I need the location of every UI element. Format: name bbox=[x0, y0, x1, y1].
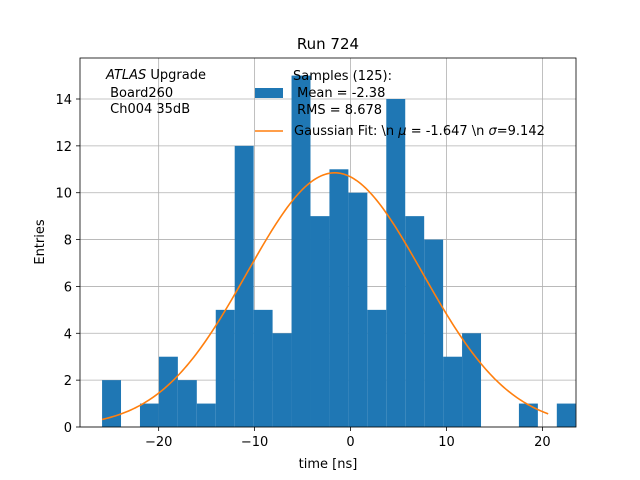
legend-fit-part1: Gaussian Fit: \n bbox=[294, 124, 398, 139]
legend: Samples (125): Mean = -2.38 RMS = 8.678 … bbox=[255, 69, 545, 139]
histogram-bar bbox=[386, 99, 406, 427]
legend-fit-label: Gaussian Fit: \n μ = -1.647 \n σ=9.142 bbox=[294, 124, 545, 139]
atlas-annotation: ATLAS Upgrade bbox=[105, 68, 206, 83]
x-tick-label: −10 bbox=[241, 435, 268, 450]
histogram-bar bbox=[253, 309, 273, 427]
legend-fit-sigma: σ bbox=[489, 124, 498, 139]
chart-title: Run 724 bbox=[297, 35, 359, 53]
histogram-bar bbox=[291, 75, 311, 428]
histogram-bar bbox=[462, 333, 482, 427]
y-tick-label: 0 bbox=[64, 421, 72, 436]
histogram-bar bbox=[102, 380, 122, 427]
x-axis-ticks: −20 −10 0 10 20 bbox=[145, 427, 551, 450]
histogram-bar bbox=[139, 403, 159, 427]
x-tick-label: 10 bbox=[438, 435, 455, 450]
histogram-bar bbox=[348, 192, 368, 427]
legend-fit-part2: = -1.647 \n bbox=[407, 124, 489, 139]
histogram-bar bbox=[424, 239, 444, 427]
y-tick-label: 12 bbox=[55, 140, 72, 155]
x-tick-label: 0 bbox=[346, 435, 354, 450]
atlas-label: ATLAS bbox=[105, 68, 146, 83]
y-axis-ticks: 0 2 4 6 8 10 12 14 bbox=[55, 93, 80, 436]
histogram-bar bbox=[158, 356, 178, 427]
channel-annotation: Ch004 35dB bbox=[106, 102, 190, 117]
y-tick-label: 8 bbox=[64, 234, 72, 249]
histogram-bar bbox=[177, 380, 197, 427]
histogram-bar bbox=[215, 309, 235, 427]
histogram-bar bbox=[367, 309, 387, 427]
y-tick-label: 14 bbox=[55, 93, 72, 108]
y-tick-label: 6 bbox=[64, 280, 72, 295]
histogram-bar bbox=[518, 403, 538, 427]
histogram-bar bbox=[556, 403, 576, 427]
histogram-bar bbox=[196, 403, 216, 427]
upgrade-label: Upgrade bbox=[146, 68, 206, 83]
legend-hist-swatch bbox=[255, 88, 283, 98]
plot-frame bbox=[79, 57, 577, 428]
y-tick-label: 10 bbox=[55, 187, 72, 202]
y-tick-label: 4 bbox=[64, 327, 72, 342]
histogram-bar bbox=[329, 169, 349, 428]
y-axis-label: Entries bbox=[33, 219, 48, 265]
y-tick-label: 2 bbox=[64, 374, 72, 389]
legend-fit-part3: =9.142 bbox=[497, 124, 545, 139]
histogram-bar bbox=[443, 356, 463, 427]
x-axis-label: time [ns] bbox=[299, 457, 358, 472]
board-annotation: Board260 bbox=[106, 86, 173, 101]
legend-hist-line2: Mean = -2.38 bbox=[293, 86, 385, 101]
x-tick-label: 20 bbox=[534, 435, 551, 450]
gaussian-fit-curve bbox=[101, 172, 549, 421]
legend-hist-line3: RMS = 8.678 bbox=[293, 103, 382, 118]
legend-hist-line1: Samples (125): bbox=[293, 69, 392, 84]
histogram-bar bbox=[234, 145, 254, 427]
histogram-bar bbox=[310, 216, 330, 427]
legend-fit-mu: μ bbox=[397, 124, 406, 139]
histogram-bar bbox=[272, 333, 292, 427]
x-tick-label: −20 bbox=[145, 435, 172, 450]
